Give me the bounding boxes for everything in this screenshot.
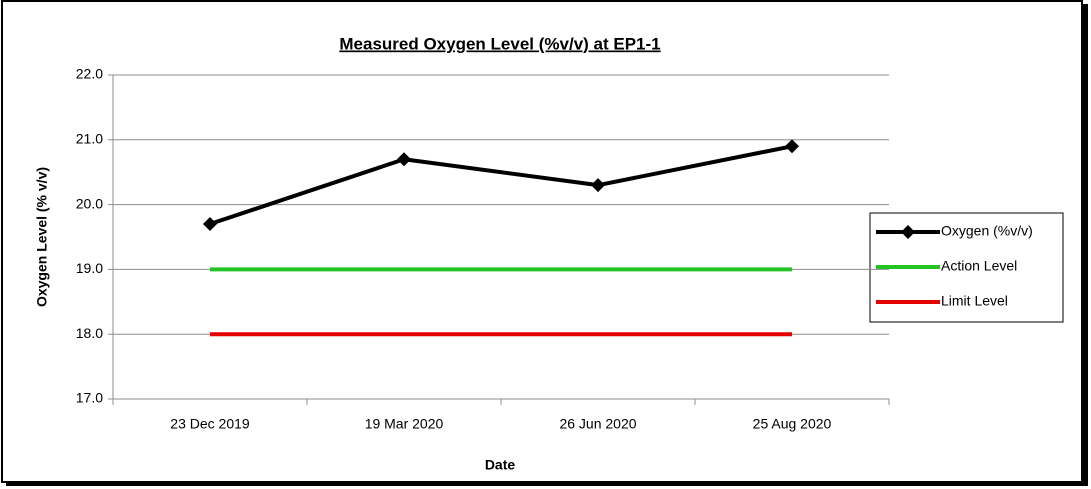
x-tick-label: 19 Mar 2020 xyxy=(365,416,444,432)
x-tick-label: 23 Dec 2019 xyxy=(170,416,250,432)
y-axis-label: Oxygen Level (% v/v) xyxy=(34,167,50,307)
legend-marker xyxy=(901,225,915,239)
data-marker xyxy=(785,139,799,154)
y-tick-label: 19.0 xyxy=(76,260,103,276)
y-tick-label: 20.0 xyxy=(76,195,103,211)
x-tick-label: 25 Aug 2020 xyxy=(753,416,832,432)
legend-label: Action Level xyxy=(941,258,1017,274)
x-axis-label: Date xyxy=(485,457,516,473)
legend-label: Limit Level xyxy=(941,293,1008,309)
data-marker xyxy=(203,217,217,232)
data-marker xyxy=(397,152,411,167)
y-tick-label: 18.0 xyxy=(76,325,103,341)
x-tick-label: 26 Jun 2020 xyxy=(559,416,636,432)
legend-label: Oxygen (%v/v) xyxy=(941,223,1033,239)
series-line xyxy=(209,144,793,226)
y-tick-label: 17.0 xyxy=(76,390,103,406)
y-tick-label: 21.0 xyxy=(76,131,103,147)
data-marker xyxy=(591,178,605,193)
chart-title: Measured Oxygen Level (%v/v) at EP1-1 xyxy=(339,34,660,53)
y-tick-label: 22.0 xyxy=(76,66,103,82)
